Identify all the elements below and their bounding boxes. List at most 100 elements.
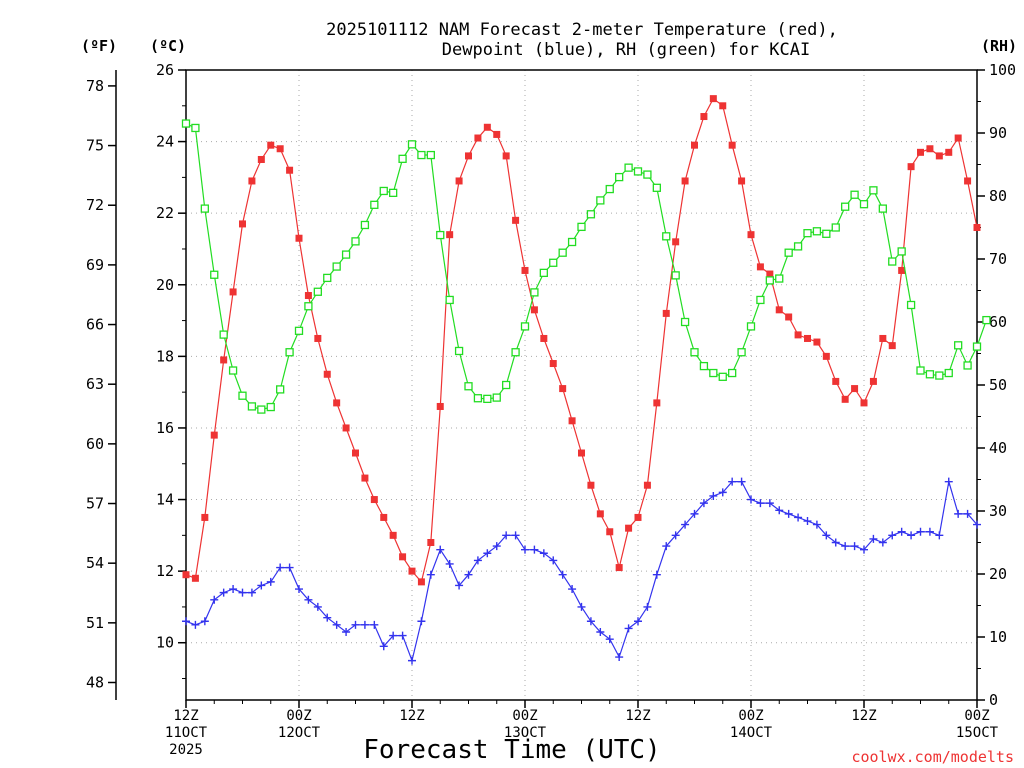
fahrenheit-tick-label: 60 xyxy=(86,435,104,453)
rh-axis: 0 10 20 30 40 50 60 70 80 90 100 xyxy=(977,61,1016,709)
rh-tick-label: 10 xyxy=(989,628,1007,646)
series-line xyxy=(185,97,978,584)
time-tick-label: 12Z xyxy=(399,708,424,724)
temperature-point xyxy=(587,481,595,489)
rh-point xyxy=(831,223,840,232)
rh-point xyxy=(775,274,784,283)
temperature-point xyxy=(851,385,859,393)
temperature-point xyxy=(804,334,811,342)
dewpoint-point xyxy=(954,509,963,518)
rh-point xyxy=(859,200,869,209)
celsius-tick-label: 24 xyxy=(156,133,174,151)
rh-point xyxy=(257,405,266,414)
dewpoint-point xyxy=(812,520,821,529)
dewpoint-point xyxy=(408,656,416,665)
temperature-point xyxy=(276,145,284,153)
rh-point xyxy=(897,247,906,256)
rh-point xyxy=(765,276,774,285)
rh-point xyxy=(878,204,887,213)
temperature-point xyxy=(427,539,435,546)
temperature-point xyxy=(578,449,585,457)
temperature-point xyxy=(182,571,190,579)
temperature-point xyxy=(869,377,877,385)
dewpoint-point xyxy=(944,477,953,486)
fahrenheit-tick-label: 69 xyxy=(86,256,104,274)
rh-tick-label: 60 xyxy=(989,313,1007,331)
dewpoint-point xyxy=(973,520,981,529)
dewpoint-point xyxy=(398,631,407,640)
temperature-point xyxy=(643,481,651,489)
time-tick-label: 12OCT xyxy=(278,725,321,741)
dewpoint-point xyxy=(436,545,445,554)
rh-tick-label: 90 xyxy=(989,124,1007,142)
dewpoint-point xyxy=(464,570,473,579)
dewpoint-point xyxy=(370,620,379,629)
rh-point xyxy=(935,371,944,380)
time-tick-label: 12Z xyxy=(625,708,650,724)
rh-point xyxy=(181,119,191,128)
temperature-point xyxy=(502,152,510,160)
rh-point xyxy=(869,186,878,195)
rh-point xyxy=(341,250,351,259)
rh-point xyxy=(389,188,398,198)
fahrenheit-axis: 48 51 54 57 60 63 66 69 72 75 78 xyxy=(86,77,116,692)
dewpoint-point xyxy=(699,499,708,508)
dewpoint-point xyxy=(568,585,577,594)
temperature-point xyxy=(417,578,425,586)
temperature-point xyxy=(295,234,303,242)
temperature-point xyxy=(380,513,388,521)
temperature-point xyxy=(709,95,717,103)
rh-point xyxy=(925,370,935,379)
dewpoint-point xyxy=(925,527,934,536)
temperature-point xyxy=(775,306,783,314)
temperature-point xyxy=(756,263,764,271)
dewpoint-point xyxy=(549,556,558,565)
rh-point xyxy=(511,348,520,357)
rh-point xyxy=(238,391,247,400)
dewpoint-point xyxy=(869,534,878,543)
dewpoint-point xyxy=(916,527,925,536)
series-rh xyxy=(181,119,991,414)
rh-point xyxy=(709,368,718,378)
celsius-tick-label: 18 xyxy=(156,347,174,365)
celsius-tick-label: 10 xyxy=(156,634,174,652)
dewpoint-point xyxy=(728,477,737,486)
temperature-point xyxy=(408,567,416,575)
series-line xyxy=(185,122,987,411)
rh-point xyxy=(643,170,652,179)
dewpoint-point xyxy=(737,477,746,486)
time-tick-label: 15OCT xyxy=(956,725,999,741)
dewpoint-point xyxy=(502,531,511,540)
time-tick-label: 14OCT xyxy=(730,725,773,741)
celsius-tick-label: 14 xyxy=(156,491,174,509)
dewpoint-point xyxy=(304,595,313,604)
dewpoint-point xyxy=(681,520,690,529)
temperature-point xyxy=(465,152,472,160)
rh-point xyxy=(822,229,831,238)
temperature-point xyxy=(700,113,708,121)
temperature-point xyxy=(220,356,228,364)
temperature-point xyxy=(917,148,924,156)
temperature-point xyxy=(606,528,614,536)
rh-tick-label: 0 xyxy=(989,691,998,709)
dewpoint-point xyxy=(718,488,727,497)
temperature-point xyxy=(954,134,962,142)
temperature-point xyxy=(691,141,698,149)
data-series xyxy=(181,95,991,665)
rh-point xyxy=(313,287,322,296)
dewpoint-point xyxy=(247,588,256,597)
rh-tick-label: 30 xyxy=(989,502,1007,520)
dewpoint-point xyxy=(332,620,341,629)
time-tick-label: 11OCT xyxy=(165,725,208,741)
rh-point xyxy=(285,348,294,357)
temperature-point xyxy=(662,309,670,317)
fahrenheit-tick-label: 48 xyxy=(86,674,104,692)
dewpoint-point xyxy=(539,549,548,558)
dewpoint-point xyxy=(671,531,680,540)
temperature-point xyxy=(455,177,463,185)
temperature-point xyxy=(201,513,209,521)
rh-point xyxy=(972,342,982,351)
temperature-point xyxy=(907,163,915,171)
dewpoint-point xyxy=(709,491,718,500)
rh-point xyxy=(558,248,567,257)
